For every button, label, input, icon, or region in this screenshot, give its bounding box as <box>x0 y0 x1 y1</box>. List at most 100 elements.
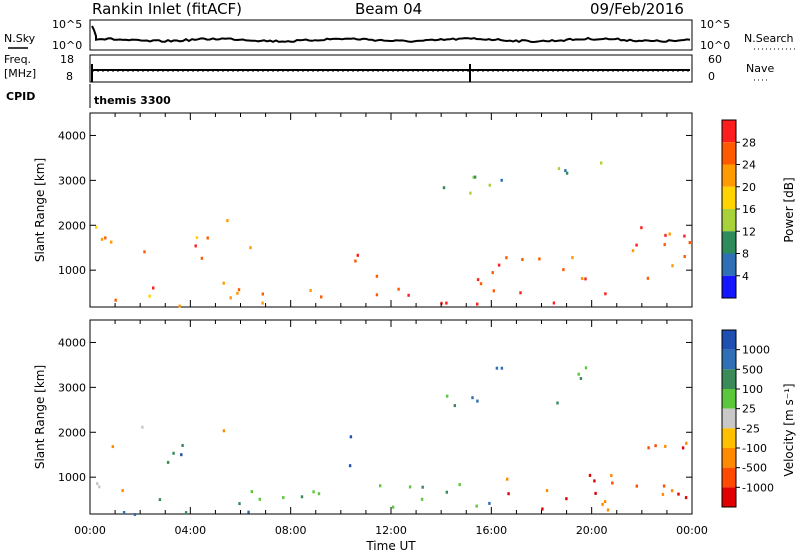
colorbar-segment <box>722 164 736 187</box>
heatmap-cell <box>479 282 483 286</box>
heatmap-cell <box>408 485 412 489</box>
heatmap-cell <box>180 453 183 457</box>
heatmap-cell <box>261 301 264 305</box>
heatmap-cell <box>476 399 479 403</box>
colorbar-segment <box>722 467 736 488</box>
colorbar-segment <box>722 275 736 298</box>
heatmap-cell <box>654 444 657 448</box>
nsky-bottom: 10^0 <box>52 39 82 52</box>
heatmap-cell <box>420 497 424 501</box>
heatmap-cell <box>247 510 250 514</box>
heatmap-cell <box>445 301 448 305</box>
heatmap-cell <box>111 445 114 449</box>
heatmap-cell <box>473 175 477 179</box>
colorbar-segment <box>722 209 736 232</box>
colorbar-tick-label: 20 <box>742 181 756 194</box>
heatmap-cell <box>565 497 568 501</box>
heatmap-cell <box>500 178 503 182</box>
heatmap-cell <box>579 377 583 380</box>
colorbar-tick-label: -25 <box>742 422 760 435</box>
heatmap-cell <box>664 233 667 237</box>
heatmap-cell <box>458 483 461 487</box>
x-tick-label: 00:00 <box>74 524 106 537</box>
heatmap-cell <box>100 237 104 241</box>
heatmap-cell <box>507 492 510 496</box>
heatmap-cell <box>671 264 674 268</box>
heatmap-cell <box>104 236 107 240</box>
power-colorbar-label: Power [dB] <box>782 177 796 242</box>
heatmap-cell <box>469 191 472 195</box>
heatmap-cell <box>538 257 541 261</box>
heatmap-cell <box>375 274 379 278</box>
nsky-strip: N.Sky 10^5 10^0 10^5 10^0 N.Search <box>4 18 795 52</box>
colorbar-tick-label: 12 <box>742 225 756 238</box>
heatmap-cell <box>354 259 357 263</box>
heatmap-cell <box>222 429 226 433</box>
heatmap-cell <box>166 460 170 464</box>
colorbar-tick-label: -1000 <box>742 481 774 494</box>
heatmap-cell <box>662 484 666 488</box>
heatmap-cell <box>158 498 162 502</box>
heatmap-cell <box>250 490 253 494</box>
heatmap-cell <box>593 479 596 483</box>
colorbar-segment <box>722 349 736 370</box>
colorbar-tick-label: 8 <box>742 248 749 261</box>
heatmap-cell <box>600 161 603 165</box>
colorbar-tick-label: -100 <box>742 442 767 455</box>
heatmap-cell <box>683 234 686 238</box>
heatmap-cell <box>226 219 229 223</box>
y-tick-label: 1000 <box>58 471 86 484</box>
heatmap-cell <box>442 186 446 190</box>
heatmap-cell <box>635 484 638 488</box>
colorbar-tick-label: -500 <box>742 462 767 475</box>
heatmap-cell <box>506 477 509 481</box>
power-heatmap-cells <box>95 161 691 308</box>
colorbar-segment <box>722 186 736 209</box>
heatmap-cell <box>446 394 449 398</box>
y-tick-label: 1000 <box>58 264 86 277</box>
heatmap-cell <box>668 232 671 236</box>
heatmap-cell <box>172 451 175 455</box>
x-tick-label: 16:00 <box>475 524 507 537</box>
y-tick-label: 3000 <box>58 174 86 187</box>
colorbar-tick-label: 4 <box>742 270 749 283</box>
heatmap-cell <box>200 256 204 260</box>
colorbar-segment <box>722 142 736 165</box>
heatmap-cell <box>375 293 379 297</box>
heatmap-cell <box>677 492 680 496</box>
heatmap-cell <box>577 372 580 376</box>
y-tick-label: 3000 <box>58 381 86 394</box>
x-tick-label: 20:00 <box>576 524 608 537</box>
heatmap-cell <box>249 246 252 250</box>
date-title: 09/Feb/2016 <box>590 0 684 18</box>
colorbar-segment <box>722 408 736 429</box>
x-axis-label: Time UT <box>365 539 416 553</box>
colorbar-segment <box>722 448 736 468</box>
heatmap-cell <box>521 258 524 261</box>
colorbar-segment <box>722 231 736 254</box>
nsky-label: N.Sky <box>4 32 36 45</box>
heatmap-cell <box>684 496 688 500</box>
heatmap-cell <box>397 287 400 291</box>
heatmap-cell <box>95 225 98 229</box>
heatmap-cell <box>320 295 323 299</box>
heatmap-cell <box>348 464 352 468</box>
colorbar-tick-label: 100 <box>742 383 763 396</box>
station-title: Rankin Inlet (fitACF) <box>92 0 242 18</box>
x-tick-label: 08:00 <box>275 524 307 537</box>
velocity-x-ticks <box>89 320 693 514</box>
heatmap-cell <box>611 481 614 485</box>
x-tick-label: 00:00 <box>676 524 708 537</box>
heatmap-cell <box>580 277 584 280</box>
heatmap-cell <box>391 505 395 509</box>
cpid-value: themis 3300 <box>94 94 171 107</box>
nsky-series-line <box>91 25 691 44</box>
heatmap-cell <box>98 485 101 489</box>
colorbar-segment <box>722 428 736 448</box>
heatmap-cell <box>141 425 144 429</box>
colorbar-tick-label: 1000 <box>742 344 770 357</box>
heatmap-cell <box>601 502 604 506</box>
heatmap-cell <box>685 441 688 445</box>
power-panel: 1000 2000 3000 4000 Slant Range [km] <box>33 112 693 308</box>
heatmap-cell <box>356 253 359 257</box>
